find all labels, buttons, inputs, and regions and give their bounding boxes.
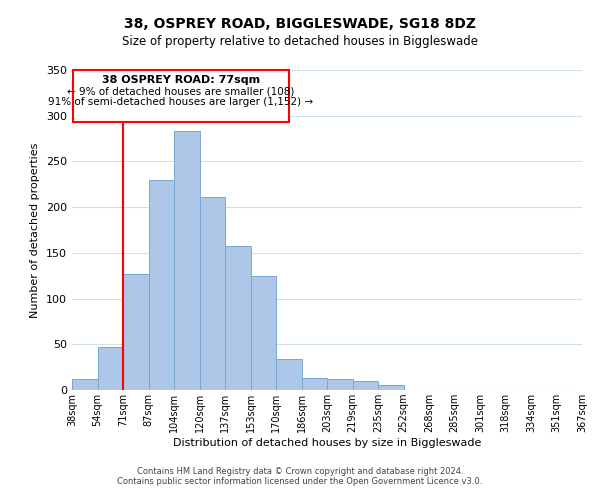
Text: 38 OSPREY ROAD: 77sqm: 38 OSPREY ROAD: 77sqm — [102, 76, 260, 86]
Text: ← 9% of detached houses are smaller (108): ← 9% of detached houses are smaller (108… — [67, 86, 295, 97]
Bar — [327, 379, 353, 390]
X-axis label: Distribution of detached houses by size in Biggleswade: Distribution of detached houses by size … — [173, 438, 481, 448]
Bar — [378, 384, 404, 390]
Bar — [72, 379, 97, 390]
Bar — [276, 359, 302, 390]
Y-axis label: Number of detached properties: Number of detached properties — [31, 142, 40, 318]
Bar — [251, 276, 276, 390]
Text: Contains HM Land Registry data © Crown copyright and database right 2024.: Contains HM Land Registry data © Crown c… — [137, 467, 463, 476]
Bar — [97, 347, 123, 390]
Bar — [199, 197, 225, 390]
Bar — [149, 180, 174, 390]
Text: 91% of semi-detached houses are larger (1,152) →: 91% of semi-detached houses are larger (… — [49, 98, 314, 108]
Text: Size of property relative to detached houses in Biggleswade: Size of property relative to detached ho… — [122, 35, 478, 48]
Bar — [123, 274, 149, 390]
Bar — [353, 381, 378, 390]
Bar — [174, 132, 199, 390]
Text: Contains public sector information licensed under the Open Government Licence v3: Contains public sector information licen… — [118, 477, 482, 486]
Bar — [225, 246, 251, 390]
Text: 38, OSPREY ROAD, BIGGLESWADE, SG18 8DZ: 38, OSPREY ROAD, BIGGLESWADE, SG18 8DZ — [124, 18, 476, 32]
Bar — [302, 378, 327, 390]
FancyBboxPatch shape — [73, 70, 289, 122]
